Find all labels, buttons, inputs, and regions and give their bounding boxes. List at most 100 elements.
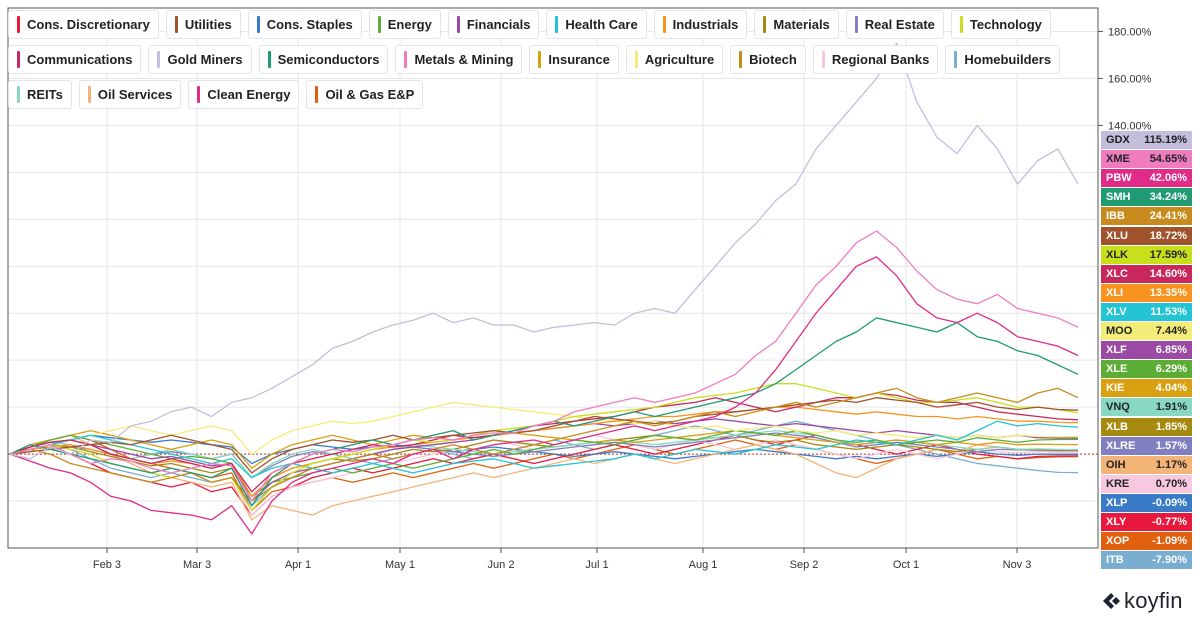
legend-item[interactable]: Utilities: [165, 10, 241, 39]
legend-swatch: [256, 16, 260, 33]
badge-ticker: XLP: [1106, 496, 1128, 509]
legend-item[interactable]: Gold Miners: [148, 45, 252, 74]
x-tick-label: Nov 3: [1003, 559, 1032, 571]
badge-ticker: KIE: [1106, 382, 1125, 395]
legend-item[interactable]: Financials: [447, 10, 540, 39]
axes: Feb 3 Mar 3 Apr 1 May 1 Jun 2 Jul 1 Aug 1 Sep 2…: [7, 7, 1152, 571]
legend-item[interactable]: Health Care: [546, 10, 647, 39]
legend-label: Gold Miners: [167, 52, 243, 67]
legend-label: Clean Energy: [207, 87, 291, 102]
badge-value: 11.53%: [1150, 305, 1187, 318]
legend-item[interactable]: Real Estate: [845, 10, 944, 39]
series-line-xme: [9, 230, 1079, 502]
legend-item[interactable]: Oil Services: [78, 80, 182, 109]
y-tick-label: 160.00%: [1108, 73, 1152, 85]
badge-xop: XOP -1.09%: [1101, 532, 1192, 551]
legend-label: Homebuilders: [964, 52, 1052, 67]
badge-xlb: XLB 1.85%: [1101, 417, 1192, 436]
legend-swatch: [174, 16, 178, 33]
badge-gdx: GDX 115.19%: [1101, 131, 1192, 149]
badge-ticker: XLE: [1106, 363, 1128, 376]
badge-xme: XME 54.65%: [1101, 150, 1192, 169]
legend-swatch: [854, 16, 858, 33]
badge-xlc: XLC 14.60%: [1101, 264, 1192, 283]
legend-item[interactable]: Regional Banks: [812, 45, 939, 74]
badge-xly: XLY -0.77%: [1101, 513, 1192, 531]
series-line-xlv: [9, 420, 1079, 479]
legend-label: Cons. Staples: [266, 17, 353, 32]
legend-item[interactable]: Clean Energy: [188, 80, 300, 109]
badge-xlp: XLP -0.09%: [1101, 493, 1192, 512]
brand-name: koyfin: [1124, 588, 1183, 613]
legend-item[interactable]: Oil & Gas E&P: [306, 80, 424, 109]
x-tick-label: Oct 1: [893, 559, 919, 571]
badge-ticker: XLV: [1106, 305, 1127, 318]
legend-label: Energy: [387, 17, 432, 32]
badge-value: 6.29%: [1155, 363, 1187, 376]
series-line-xlf: [9, 418, 1079, 502]
badge-smh: SMH 34.24%: [1101, 188, 1192, 207]
series-line-xly: [9, 434, 1079, 516]
badge-ticker: VNQ: [1106, 401, 1130, 414]
badge-value: 14.60%: [1149, 267, 1187, 280]
legend-item[interactable]: Cons. Discretionary: [8, 10, 159, 39]
x-tick-label: May 1: [385, 559, 415, 571]
x-tick-label: Jun 2: [488, 559, 515, 571]
x-tick-label: Apr 1: [285, 559, 311, 571]
legend-item[interactable]: Biotech: [730, 45, 806, 74]
legend-label: Agriculture: [644, 52, 715, 67]
badge-ticker: XLU: [1106, 229, 1128, 242]
badge-xle: XLE 6.29%: [1101, 360, 1192, 379]
legend-label: Metals & Mining: [414, 52, 514, 67]
legend-item[interactable]: REITs: [8, 80, 72, 109]
y-tick-label: 180.00%: [1108, 26, 1152, 38]
legend-label: Semiconductors: [277, 52, 380, 67]
legend-label: Industrials: [672, 17, 739, 32]
badge-value: 4.04%: [1155, 382, 1187, 395]
plot-frame: [7, 7, 1099, 549]
legend-swatch: [662, 16, 666, 33]
legend-item[interactable]: Cons. Staples: [247, 10, 362, 39]
series-line-xlc: [9, 392, 1079, 493]
badge-ticker: ITB: [1106, 554, 1124, 567]
legend-label: Oil & Gas E&P: [325, 87, 415, 102]
legend-swatch: [404, 51, 408, 68]
legend-label: Technology: [969, 17, 1042, 32]
legend-item[interactable]: Materials: [754, 10, 839, 39]
badge-xlre: XLRE 1.57%: [1101, 436, 1192, 455]
badge-value: 0.70%: [1155, 477, 1187, 490]
y-tick-label: 140.00%: [1108, 120, 1152, 132]
series-line-kie: [9, 429, 1079, 469]
badge-ticker: MOO: [1106, 325, 1133, 337]
series-line-xlu: [9, 397, 1079, 474]
legend-item[interactable]: Insurance: [529, 45, 619, 74]
legend-item[interactable]: Technology: [950, 10, 1051, 39]
legend-item[interactable]: Homebuilders: [945, 45, 1061, 74]
legend-swatch: [954, 51, 958, 68]
legend-item[interactable]: Industrials: [653, 10, 748, 39]
badge-ticker: XLI: [1106, 286, 1124, 299]
legend-label: Oil Services: [97, 87, 173, 102]
badge-ticker: XLC: [1106, 267, 1128, 280]
badge-ticker: PBW: [1106, 172, 1132, 185]
legend-item[interactable]: Energy: [368, 10, 441, 39]
legend-item[interactable]: Semiconductors: [258, 45, 389, 74]
badge-xlu: XLU 18.72%: [1101, 226, 1192, 245]
badge-oih: OIH 1.17%: [1101, 455, 1192, 474]
series-line-oih: [9, 434, 1078, 521]
legend-item[interactable]: Communications: [8, 45, 142, 74]
legend-swatch: [17, 16, 20, 33]
legend-row: REITs Oil Services Clean Energy Oil & Gas E…: [8, 80, 430, 109]
legend-label: Health Care: [565, 17, 638, 32]
legend-item[interactable]: Agriculture: [625, 45, 724, 74]
legend-swatch: [197, 86, 201, 103]
koyfin-logo-icon: [1103, 593, 1120, 609]
legend-label: Materials: [773, 17, 830, 32]
legend-swatch: [555, 16, 559, 33]
badge-kre: KRE 0.70%: [1101, 474, 1192, 493]
badge-ticker: GDX: [1106, 134, 1130, 146]
badge-value: -0.09%: [1152, 496, 1187, 509]
badge-value: 7.44%: [1155, 325, 1187, 337]
legend-item[interactable]: Metals & Mining: [395, 45, 523, 74]
legend-swatch: [157, 51, 161, 68]
